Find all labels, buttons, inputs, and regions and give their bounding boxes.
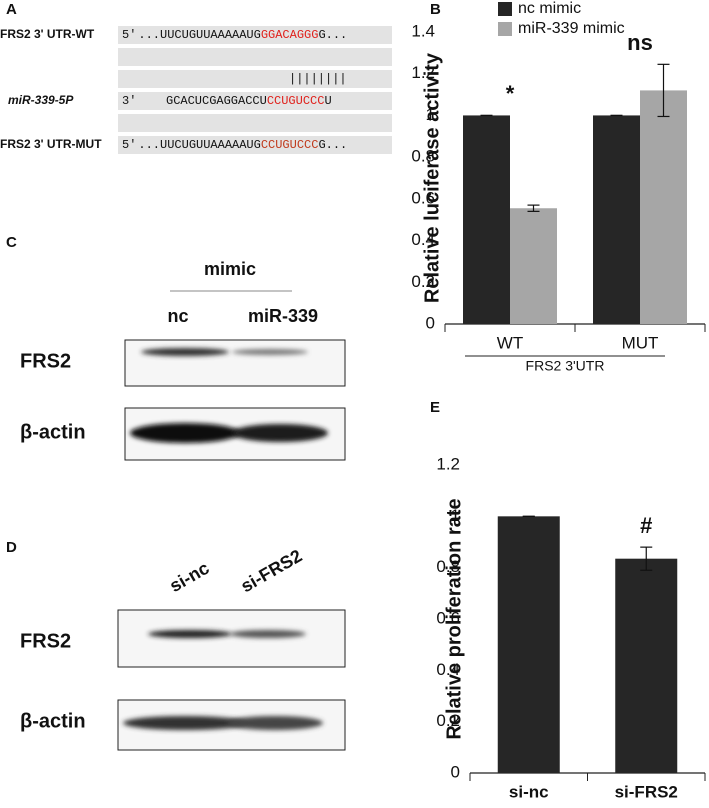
y-tick-label: 1 [451,506,460,525]
annotation: * [506,81,515,106]
bar [615,558,678,773]
lane-label: si-nc [166,558,212,596]
sequence-backgrounds [118,26,392,154]
y-axis-label: Relative luciferase activity [421,52,443,303]
blot-row-label: β-actin [20,710,86,732]
y-tick-label: 0.6 [411,188,435,207]
error-bar [640,546,653,571]
row-label: FRS2 3' UTR-MUT [0,137,102,151]
seq-part: ...UUCUGUUAAAAAUG [138,138,260,152]
blot [124,339,346,461]
seq-part: GCACUCGAGGACCU [166,94,267,108]
seq-end: 3' [122,94,136,108]
x-tick-label: si-FRS2 [615,782,678,801]
legend-label: miR-339 mimic [518,20,625,37]
x-tick-label: MUT [622,333,659,352]
bar [463,115,510,324]
annotation: # [640,513,652,538]
blot [117,609,346,751]
group-label: mimic [204,259,256,279]
sequence: 3' GCACUCGAGGACCUCCUGUCCCU [122,94,332,108]
bar [640,90,687,325]
panel-label: E [430,399,440,416]
legend-swatch [498,2,512,16]
seq-match: CCUGUCCC [261,138,319,152]
bar [510,208,557,324]
panel-label: C [6,234,17,251]
y-tick-label: 0.2 [436,711,460,730]
bar [593,115,640,324]
lane-label: nc [167,306,188,326]
row-label: FRS2 3' UTR-WT [0,27,95,41]
panel-label: B [430,1,441,18]
bar [497,516,560,773]
y-tick-label: 0 [426,313,435,332]
y-tick-label: 0 [451,762,460,781]
seq-end: 5' [122,28,136,42]
legend-label: nc mimic [518,0,581,17]
seq-part: U [324,94,331,108]
seq-part: ...UUCUGUUAAAAAUG [138,28,260,42]
error-bar [657,63,670,118]
y-tick-label: 1 [426,105,435,124]
y-tick-label: 0.2 [411,272,435,291]
y-tick-label: 0.8 [411,147,435,166]
lane-label: miR-339 [248,306,318,326]
blot-row-label: β-actin [20,421,86,443]
panel-label: A [6,1,17,18]
y-tick-label: 1.2 [411,63,435,82]
x-tick-label: WT [497,333,523,352]
y-tick-label: 1.2 [436,454,460,473]
y-tick-label: 0.6 [436,608,460,627]
blot-row-label: FRS2 [20,350,71,372]
annotation: ns [627,30,653,55]
seq-part: G... [318,28,347,42]
seq-match: CCUGUCCC [267,94,325,108]
seq-end: 5' [122,138,136,152]
lane-label: si-FRS2 [237,545,305,596]
panel-label: D [6,539,17,556]
legend-swatch [498,22,512,36]
pairing: |||||||| [289,72,347,86]
seq-part: G... [318,138,347,152]
sequence: 5' ...UUCUGUUAAAAAUGCCUGUCCCG... [122,138,347,152]
y-tick-label: 0.4 [436,660,460,679]
y-tick-label: 1.4 [411,21,435,40]
error-bar [527,204,540,212]
sequence: 5' ...UUCUGUUAAAAAUGGGACAGGGG... [122,28,347,42]
x-tick-label: si-nc [509,782,549,801]
y-axis-label: Relative proliferation rate [443,498,465,739]
seq-match: GGACAGGG [261,28,319,42]
y-tick-label: 0.8 [436,557,460,576]
x-axis-label: FRS2 3'UTR [526,358,605,374]
blot-row-label: FRS2 [20,630,71,652]
row-label: miR-339-5P [8,93,74,107]
y-tick-label: 0.4 [411,230,435,249]
